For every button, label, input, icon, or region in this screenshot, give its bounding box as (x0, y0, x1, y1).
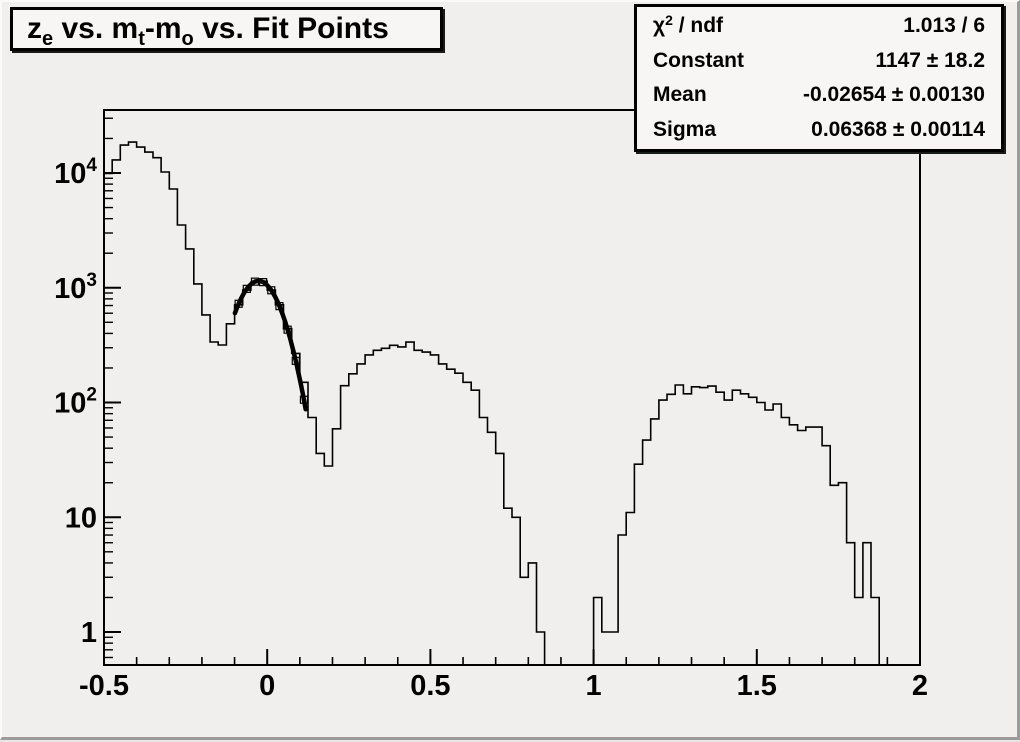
x-tick-label: 1.5 (737, 670, 777, 702)
fit-points (234, 277, 309, 404)
y-axis: 1 10 102 103 104 (54, 117, 121, 659)
stats-value-sigma: 0.06368 ± 0.00114 (811, 117, 985, 141)
fit-point-marker (234, 299, 243, 308)
fit-point-marker (259, 278, 268, 287)
plot-frame (103, 109, 921, 666)
stats-label-mean: Mean (653, 83, 707, 107)
stats-label-chi2: χ2 / ndf (653, 12, 724, 38)
stats-row-chi2: χ2 / ndf 1.013 / 6 (653, 12, 985, 38)
fit-point-marker (275, 302, 284, 311)
x-tick-label: 1 (586, 670, 602, 702)
stats-row-sigma: Sigma 0.06368 ± 0.00114 (653, 118, 985, 142)
stats-row-constant: Constant 1147 ± 18.2 (653, 49, 985, 73)
fit-point-marker (283, 325, 292, 334)
title-box: ze vs. mt-mo vs. Fit Points (10, 7, 443, 51)
x-axis: -0.5 0 0.5 1 1.5 2 (79, 649, 928, 702)
x-tick-label: 2 (912, 670, 928, 702)
fit-point-marker (242, 284, 251, 293)
y-tick-label: 103 (54, 270, 97, 305)
y-tick-label: 1 (81, 617, 97, 649)
histogram-line (104, 141, 920, 666)
fit-curve (232, 278, 308, 412)
fit-point-marker (250, 277, 260, 286)
x-tick-label: 0.5 (410, 670, 450, 702)
y-tick-label: 102 (54, 385, 97, 420)
stats-value-chi2: 1.013 / 6 (903, 14, 985, 38)
y-tick-label: 104 (54, 155, 97, 190)
fit-point-marker (267, 286, 276, 295)
plot-title: ze vs. mt-mo vs. Fit Points (27, 12, 389, 50)
stats-row-mean: Mean -0.02654 ± 0.00130 (653, 83, 985, 107)
stats-value-mean: -0.02654 ± 0.00130 (802, 83, 985, 107)
y-tick-label: 10 (65, 502, 97, 534)
stats-label-sigma: Sigma (653, 117, 717, 141)
stats-box: χ2 / ndf 1.013 / 6 Constant 1147 ± 18.2 Mean… (634, 4, 1004, 152)
stats-value-constant: 1147 ± 18.2 (875, 48, 985, 72)
fit-point-marker (291, 356, 300, 365)
stats-label-constant: Constant (653, 48, 744, 72)
x-tick-label: -0.5 (79, 670, 129, 702)
x-tick-label: 0 (259, 670, 275, 702)
fit-point-marker (299, 395, 309, 404)
